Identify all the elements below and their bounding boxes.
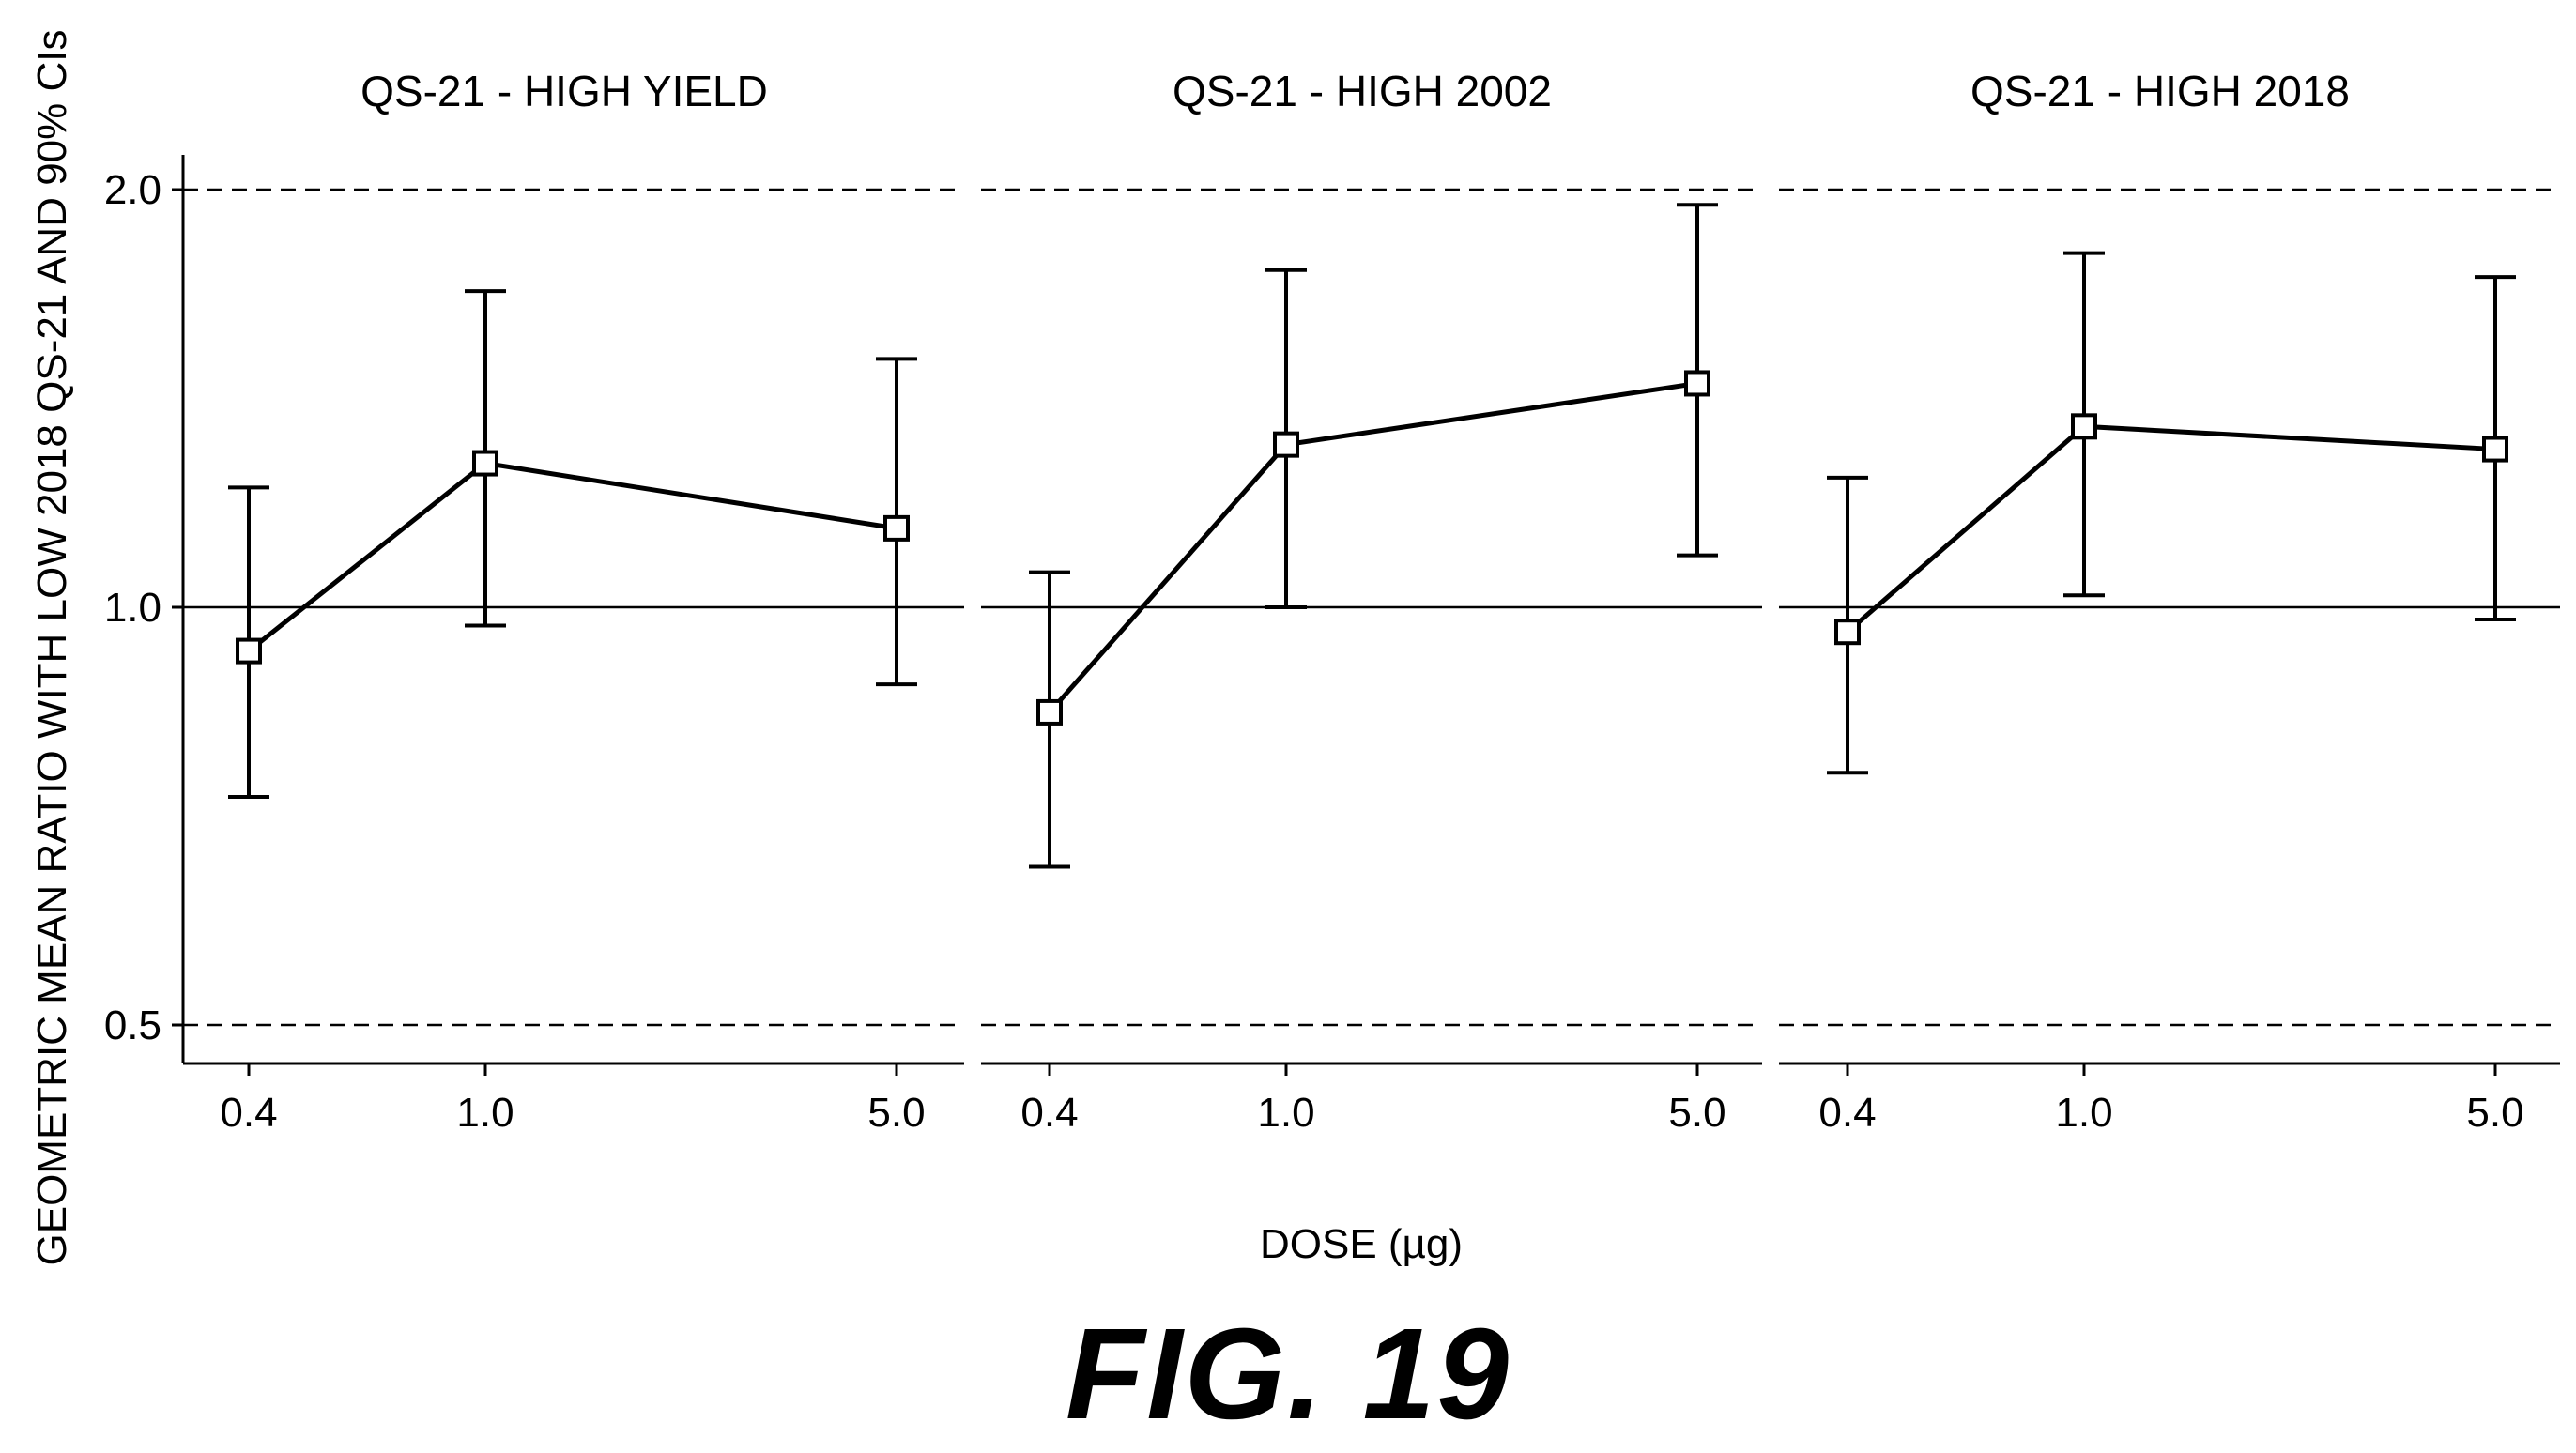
y-tick-label: 2.0 (104, 167, 161, 213)
panel-3: QS-21 - HIGH 2018 0.4 1.0 5.0 (1779, 67, 2560, 1136)
y-tick-label: 1.0 (104, 585, 161, 631)
x-tick-label: 0.4 (1020, 1090, 1078, 1136)
panel-1: QS-21 - HIGH YIELD 0.4 1.0 5.0 (183, 67, 964, 1136)
data-point (1273, 431, 1299, 458)
y-axis: 0.5 1.0 2.0 (104, 155, 185, 1063)
data-point (2071, 413, 2097, 440)
x-tick-label: 5.0 (2466, 1090, 2523, 1136)
panel-title: QS-21 - HIGH 2018 (1970, 67, 2350, 115)
x-tick-label: 1.0 (1257, 1090, 1314, 1136)
x-tick-label: 1.0 (2055, 1090, 2112, 1136)
x-tick-label: 0.4 (1818, 1090, 1876, 1136)
data-point (236, 637, 262, 665)
series-line (1846, 423, 2496, 635)
data-point (883, 514, 910, 542)
data-point (1684, 370, 1710, 397)
data-point (472, 450, 498, 477)
x-tick-label: 0.4 (220, 1090, 277, 1136)
x-tick-label: 5.0 (867, 1090, 925, 1136)
panel-title: QS-21 - HIGH 2002 (1173, 67, 1552, 115)
y-tick-label: 0.5 (104, 1002, 161, 1048)
data-point (1036, 698, 1063, 726)
data-point (2482, 436, 2508, 463)
panel-2: QS-21 - HIGH 2002 0.4 1.0 5.0 (981, 67, 1762, 1136)
x-axis-title: DOSE (µg) (1260, 1221, 1463, 1267)
x-tick-label: 1.0 (456, 1090, 514, 1136)
series-line (247, 460, 897, 653)
series-line (1048, 380, 1698, 714)
figure-label: FIG. 19 (1065, 1302, 1511, 1446)
x-tick-label: 5.0 (1668, 1090, 1725, 1136)
data-point (1834, 619, 1861, 646)
panel-title: QS-21 - HIGH YIELD (360, 67, 768, 115)
y-axis-title: GEOMETRIC MEAN RATIO WITH LOW 2018 QS-21… (29, 30, 75, 1266)
